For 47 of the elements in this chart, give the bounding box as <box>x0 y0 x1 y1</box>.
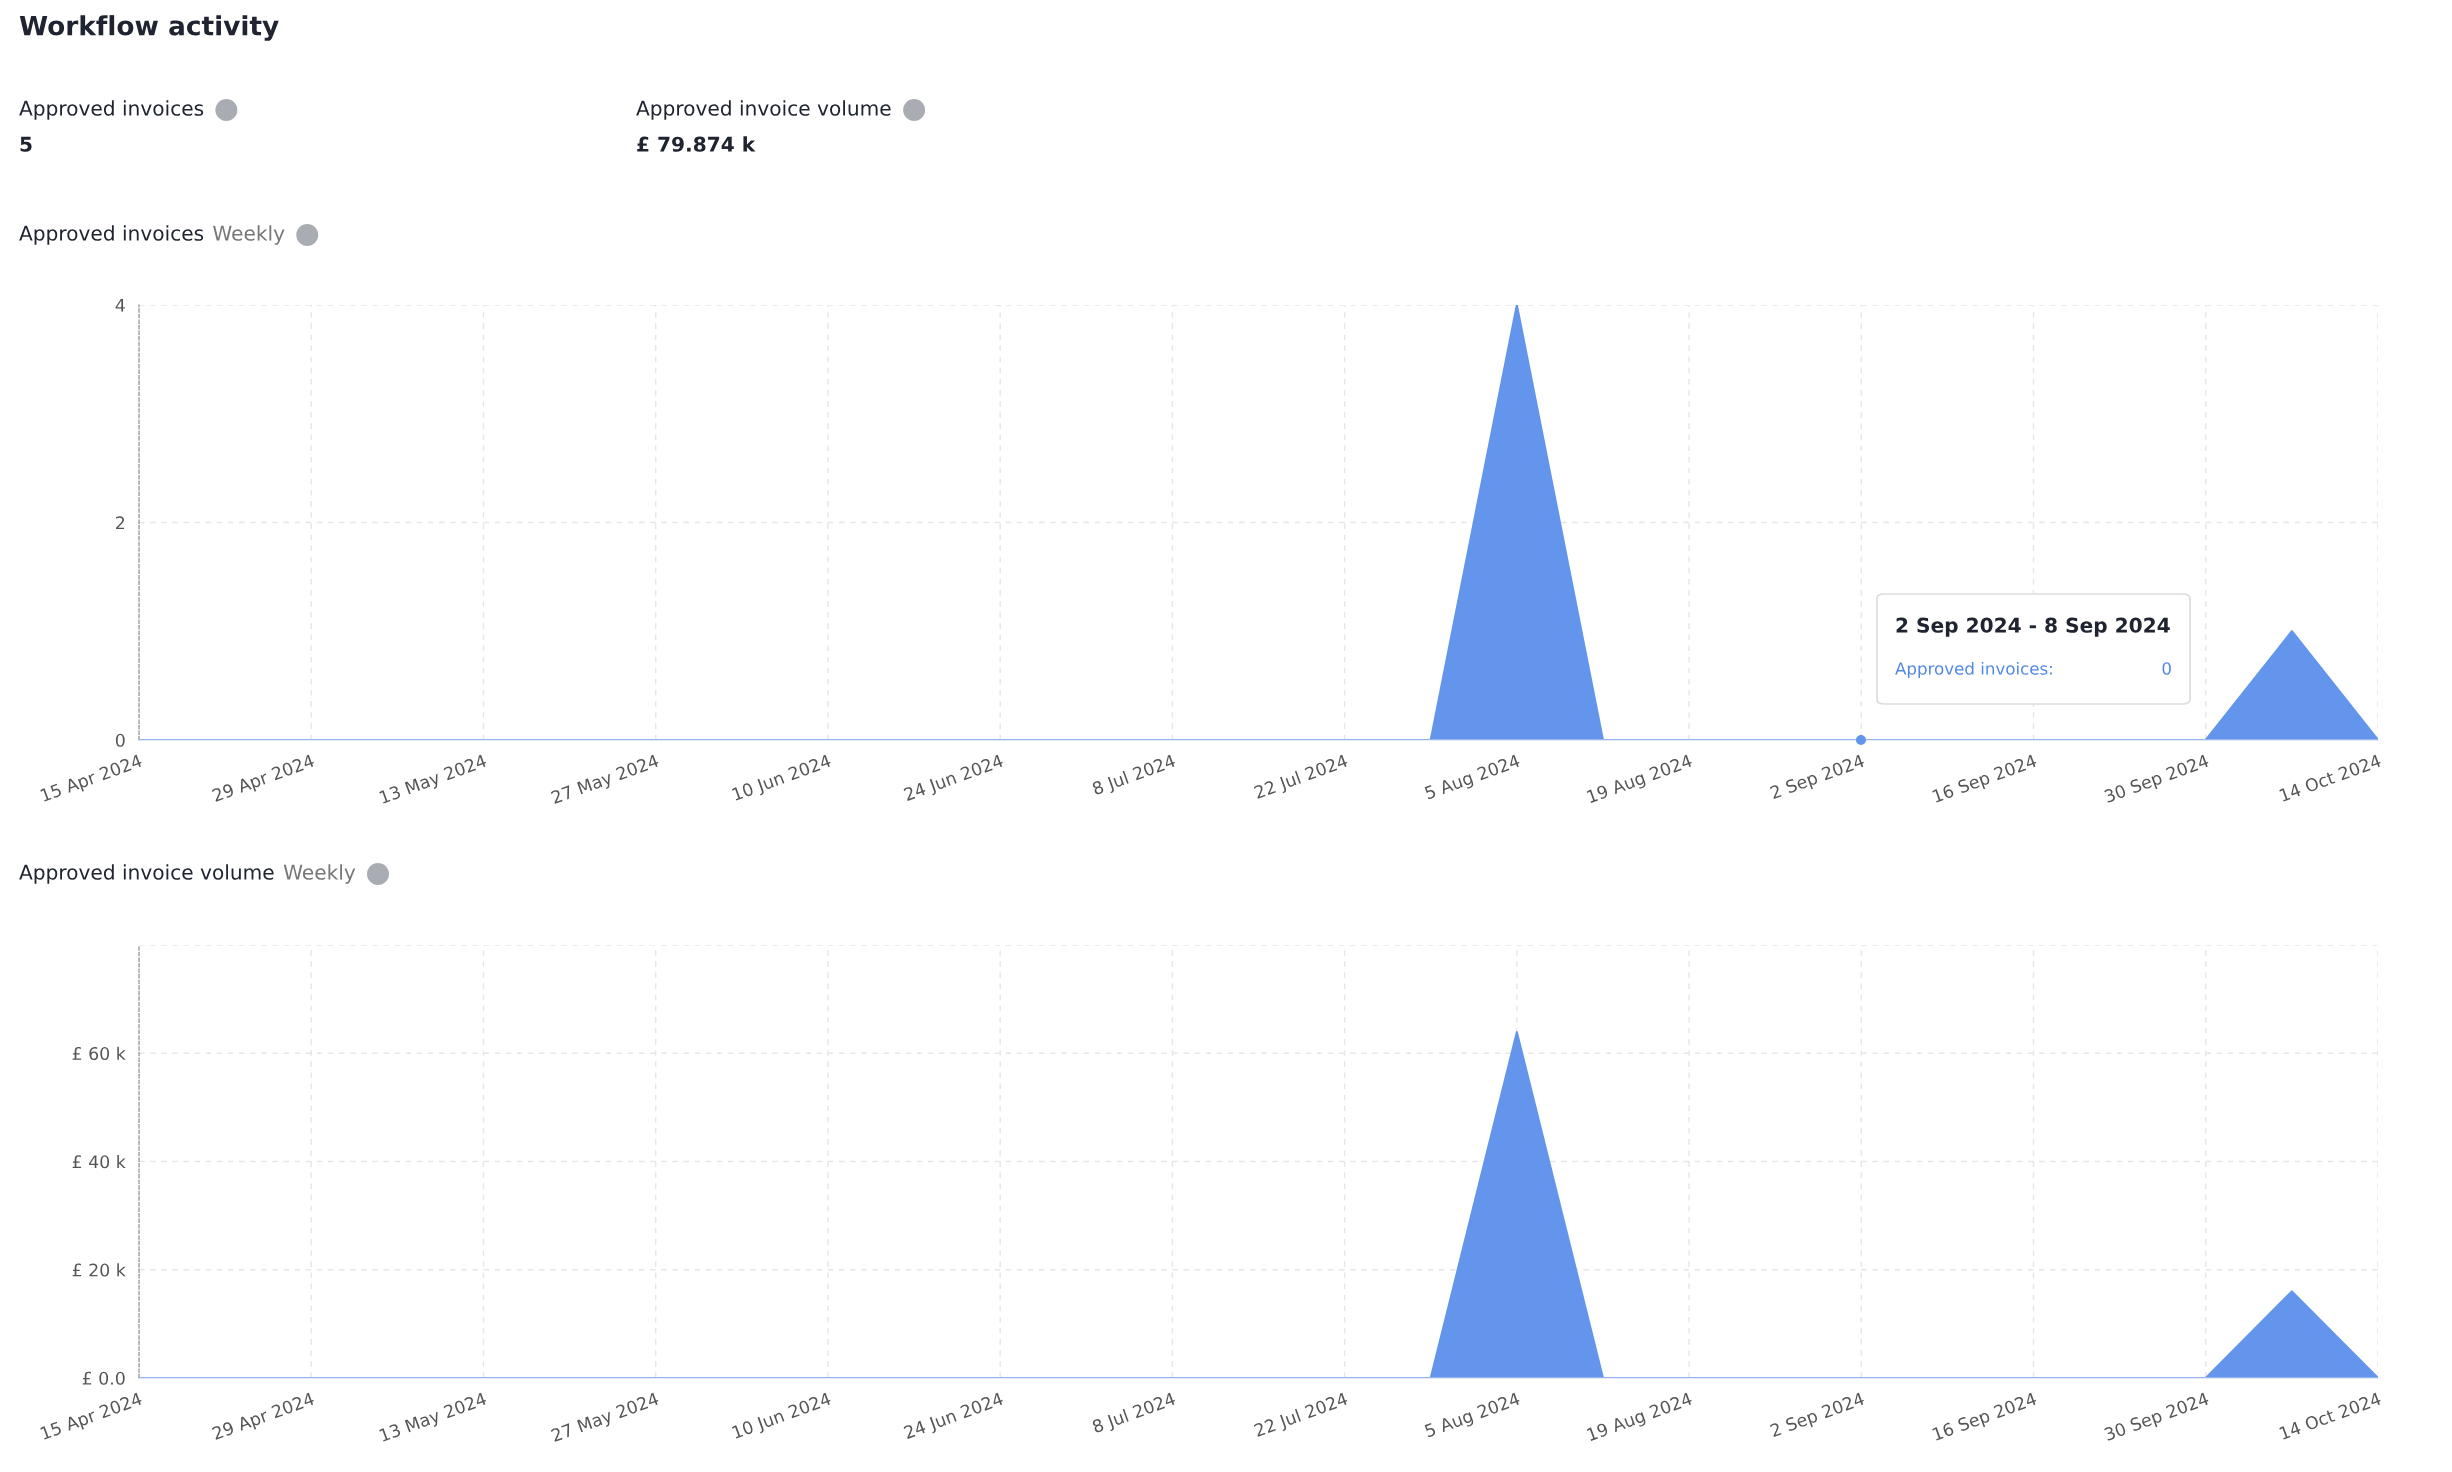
x-tick-label: 22 Jul 2024 <box>1253 753 1350 803</box>
x-tick-label: 15 Apr 2024 <box>40 753 144 806</box>
x-tick-label: 2 Sep 2024 <box>1769 1391 1867 1441</box>
text: Approved invoice volume <box>636 100 891 120</box>
annotation: 2 Sep 2024 - 8 Sep 2024 <box>1896 617 2170 637</box>
text: £ 79.874 k <box>637 136 756 152</box>
x-tick-label: 19 Aug 2024 <box>1586 1391 1694 1445</box>
chart-title: Approved invoices <box>19 225 204 245</box>
x-tick-label: 30 Sep 2024 <box>2103 753 2211 807</box>
annotation: Approved invoices: <box>1895 661 2052 679</box>
x-tick-label: 8 Jul 2024 <box>1091 1391 1178 1437</box>
x-tick-label: 27 May 2024 <box>550 753 661 808</box>
y-tick-label: £ 20 k <box>72 1263 126 1277</box>
chart-subtitle: Weekly <box>213 225 285 245</box>
x-tick-label: 14 Oct 2024 <box>2279 1391 2382 1440</box>
x-tick-label: 16 Sep 2024 <box>1932 1391 2039 1444</box>
x-tick-label: 27 May 2024 <box>550 1391 661 1446</box>
y-tick-label: 4 <box>115 298 125 312</box>
x-tick-label: 19 Aug 2024 <box>1586 753 1694 807</box>
x-tick-label: 5 Aug 2024 <box>1424 753 1522 803</box>
x-tick-label: 10 Jun 2024 <box>731 1391 833 1442</box>
y-tick-label: 2 <box>116 516 125 530</box>
y-tick-label: £ 0.0 <box>82 1371 125 1385</box>
annotation: 0 <box>2162 662 2171 675</box>
x-tick-label: 14 Oct 2024 <box>2279 753 2382 802</box>
chart-subtitle: Weekly <box>283 864 356 884</box>
x-tick-label: 10 Jun 2024 <box>731 753 833 804</box>
x-tick-label: 30 Sep 2024 <box>2103 1391 2211 1445</box>
x-tick-label: 2 Sep 2024 <box>1769 753 1867 803</box>
text: 5 <box>20 136 32 152</box>
x-tick-label: 22 Jul 2024 <box>1253 1391 1350 1441</box>
chart-title: Approved invoice volume <box>19 864 274 884</box>
x-tick-label: 15 Apr 2024 <box>40 1391 144 1444</box>
x-tick-label: 29 Apr 2024 <box>211 1391 317 1444</box>
y-tick-label: 0 <box>115 733 125 747</box>
x-tick-label: 16 Sep 2024 <box>1932 753 2039 806</box>
text: Approved invoices <box>19 100 204 120</box>
x-tick-label: 13 May 2024 <box>378 1391 489 1446</box>
y-tick-label: £ 40 k <box>72 1154 126 1169</box>
y-tick-label: £ 60 k <box>72 1046 126 1061</box>
x-tick-label: 8 Jul 2024 <box>1091 753 1178 799</box>
text: Workflow activity <box>19 15 279 41</box>
x-tick-label: 29 Apr 2024 <box>211 753 317 806</box>
x-tick-label: 5 Aug 2024 <box>1424 1391 1522 1441</box>
x-tick-label: 24 Jun 2024 <box>903 753 1005 805</box>
x-tick-label: 24 Jun 2024 <box>903 1391 1005 1443</box>
x-tick-label: 13 May 2024 <box>378 753 489 808</box>
